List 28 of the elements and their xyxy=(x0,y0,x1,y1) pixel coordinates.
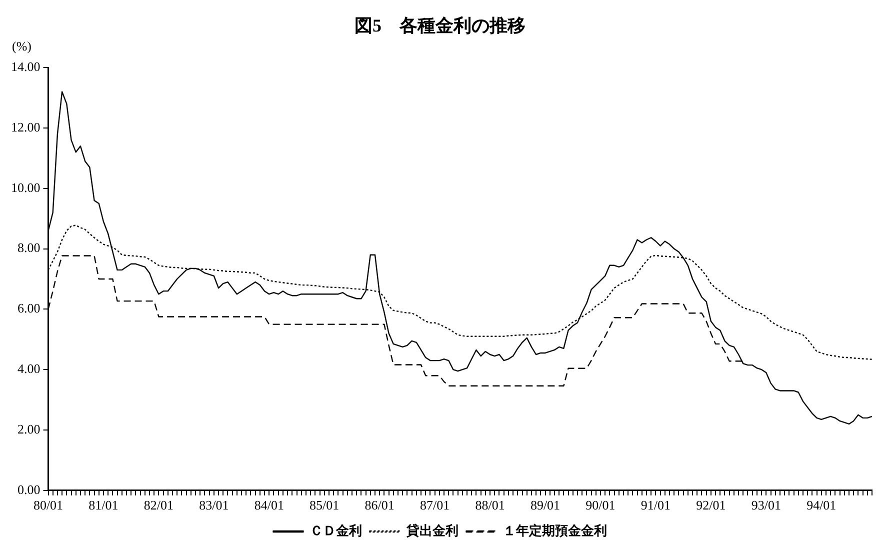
y-axis-title: (%) xyxy=(12,38,32,54)
x-tick-label: 85/01 xyxy=(310,498,340,513)
y-tick-label: 10.00 xyxy=(11,180,40,195)
legend-label: ＣＤ金利 xyxy=(310,522,362,538)
x-tick-label: 93/01 xyxy=(751,498,781,513)
y-tick-label: 6.00 xyxy=(18,300,40,316)
x-tick-label: 82/01 xyxy=(144,498,174,513)
x-tick-label: 83/01 xyxy=(199,498,229,513)
x-tick-label: 88/01 xyxy=(475,498,505,513)
y-tick-label: 0.00 xyxy=(18,482,40,497)
y-tick-label: 4.00 xyxy=(18,361,40,376)
legend-label: １年定期預金金利 xyxy=(502,522,607,538)
x-tick-label: 84/01 xyxy=(254,498,284,513)
x-tick-label: 80/01 xyxy=(33,498,64,513)
x-tick-label: 86/01 xyxy=(364,498,394,513)
x-tick-label: 94/01 xyxy=(806,498,836,513)
x-tick-label: 91/01 xyxy=(640,498,671,513)
x-tick-label: 92/01 xyxy=(696,498,726,513)
y-tick-label: 8.00 xyxy=(18,240,40,256)
x-tick-label: 89/01 xyxy=(530,498,560,513)
legend-label: 貸出金利 xyxy=(405,522,458,538)
chart-title: 図5 各種金利の推移 xyxy=(354,15,526,36)
y-tick-label: 12.00 xyxy=(11,119,40,134)
x-tick-label: 87/01 xyxy=(420,498,450,513)
y-tick-label: 2.00 xyxy=(18,421,40,436)
x-tick-label: 90/01 xyxy=(586,498,616,513)
y-tick-label: 14.00 xyxy=(11,59,40,74)
x-tick-label: 81/01 xyxy=(88,498,118,513)
